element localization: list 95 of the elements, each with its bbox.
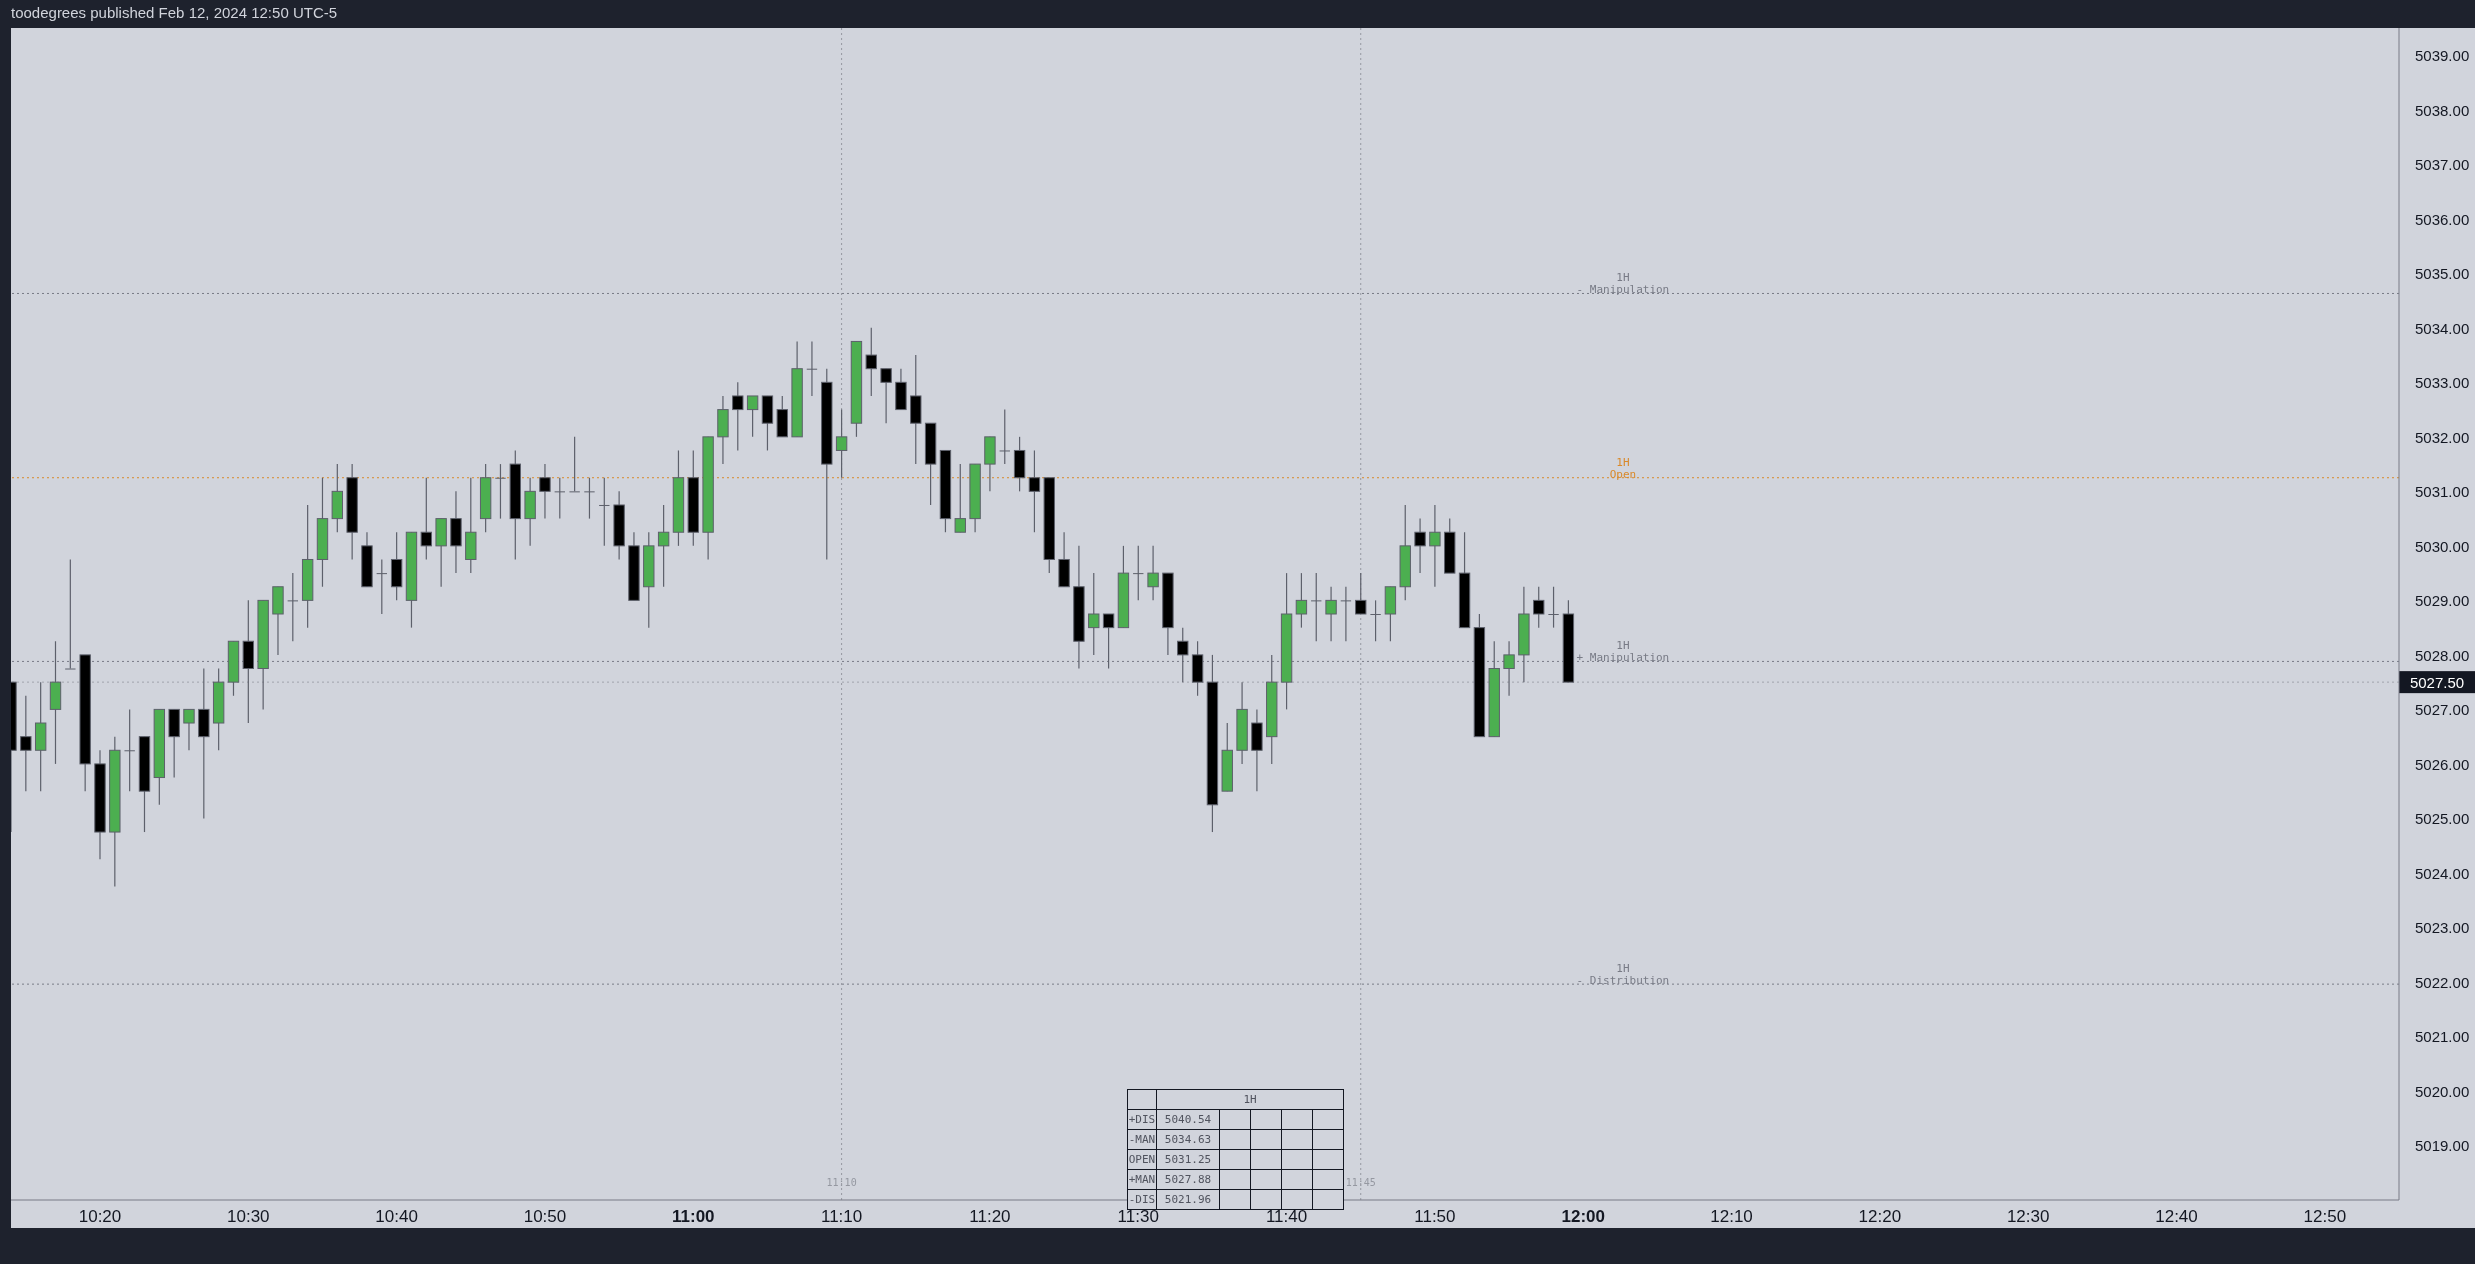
candlestick — [1370, 599, 1381, 642]
annotation: OPEN — [1127, 1149, 1157, 1170]
candlestick — [376, 558, 387, 615]
candlestick — [599, 477, 610, 547]
x-tick-label: 10:40 — [375, 1207, 418, 1226]
candlestick — [554, 477, 565, 520]
candlestick — [65, 558, 76, 670]
y-tick-label: 5037.00 — [2415, 156, 2470, 174]
candlestick — [1429, 504, 1441, 588]
ref-line-label: 5027.50 — [2409, 674, 2465, 692]
y-tick-label: 5021.00 — [2415, 1028, 2470, 1046]
candlestick — [1325, 586, 1337, 642]
x-tick-label: 11:30 — [1117, 1207, 1159, 1226]
x-tick-label: 11:20 — [969, 1207, 1011, 1226]
candlestick — [569, 436, 580, 493]
x-tick-label: 12:50 — [2303, 1207, 2347, 1226]
candlestick — [183, 708, 195, 751]
annotation: 5034.63 — [1156, 1129, 1220, 1150]
candlestick — [732, 381, 744, 452]
x-tick-label: 11:50 — [1414, 1207, 1456, 1226]
candlestick — [1355, 572, 1367, 615]
candlestick — [880, 368, 892, 424]
candlestick — [1311, 572, 1322, 642]
ref-line-label: 1H + Manipulation — [1576, 639, 1670, 665]
y-tick-label: 5027.00 — [2415, 701, 2470, 719]
candlestick — [1340, 586, 1352, 642]
y-tick-label: 5023.00 — [2415, 919, 2470, 937]
annotation: 5021.96 — [1164, 1193, 1212, 1206]
y-tick-label: 5026.00 — [2415, 755, 2470, 773]
x-tick-label: 12:20 — [1858, 1207, 1902, 1226]
y-tick-label: 5035.00 — [2415, 265, 2470, 283]
y-tick-label: 5033.00 — [2415, 374, 2470, 392]
annotation: -DIS — [1128, 1193, 1156, 1206]
y-tick-label: 5019.00 — [2415, 1137, 2470, 1155]
candlestick — [124, 708, 135, 792]
candlestick — [806, 340, 818, 397]
annotation: 5031.25 — [1156, 1149, 1220, 1170]
x-tick-label: 12:40 — [2155, 1207, 2198, 1226]
candlestick — [954, 463, 966, 533]
candlestick — [1147, 545, 1159, 601]
annotation: 1H — [1156, 1089, 1344, 1110]
candlestick — [835, 408, 848, 479]
candlestick — [20, 695, 32, 792]
x-tick-label: 12:10 — [1710, 1207, 1753, 1226]
ref-line-label: 1H Open — [1609, 455, 1637, 481]
annotation: 5040.54 — [1156, 1109, 1220, 1130]
chart-subtitle: toodegrees published Feb 12, 2024 12:50 UTC-5 — [11, 4, 338, 21]
y-tick-label: 5020.00 — [2415, 1082, 2470, 1100]
annotation: +MAN — [1127, 1169, 1157, 1190]
candlestick — [287, 572, 298, 642]
y-tick-label: 5025.00 — [2415, 810, 2470, 828]
candlestick — [420, 477, 432, 561]
candlestick — [1133, 545, 1144, 601]
candlestick — [584, 477, 595, 520]
y-tick-label: 5028.00 — [2415, 646, 2470, 664]
candlestick — [539, 463, 551, 520]
y-tick-label: 5034.00 — [2415, 319, 2470, 337]
candlestick — [746, 395, 759, 438]
y-tick-label: 5036.00 — [2415, 210, 2470, 228]
y-tick-label: 5030.00 — [2415, 537, 2470, 555]
x-tick-label: 12:30 — [2006, 1207, 2050, 1226]
x-tick-label: 11:10 — [820, 1207, 863, 1226]
ref-line-label: 1H - Distribution — [1576, 962, 1670, 988]
y-tick-label: 5029.00 — [2415, 592, 2470, 610]
candlestick — [1177, 627, 1189, 683]
y-tick-label: 5022.00 — [2415, 973, 2470, 991]
annotation: -MAN — [1127, 1129, 1157, 1150]
candlestick — [657, 504, 670, 588]
y-tick-label: 5039.00 — [2415, 47, 2470, 65]
x-tick-label: 10:20 — [78, 1207, 122, 1226]
ref-line-label: 11:10 — [826, 1177, 857, 1188]
annotation: +DIS — [1127, 1109, 1157, 1130]
x-tick-label: 11:40 — [1265, 1207, 1308, 1226]
candlestick — [1503, 640, 1515, 697]
x-tick-label: 12:00 — [1561, 1207, 1605, 1226]
candlestick — [1533, 586, 1545, 629]
candlestick — [1102, 613, 1115, 670]
y-tick-label: 5024.00 — [2415, 864, 2470, 882]
candlestick — [1414, 518, 1426, 574]
candlestick — [999, 408, 1010, 465]
candlestick — [495, 463, 506, 520]
y-tick-label: 5032.00 — [2415, 428, 2470, 446]
annotation: 5027.88 — [1156, 1169, 1220, 1190]
candlestick — [1295, 572, 1308, 629]
candlestick — [865, 327, 877, 397]
y-tick-label: 5031.00 — [2415, 483, 2470, 501]
candlestick — [1088, 572, 1100, 656]
ref-line-label: 11:45 — [1345, 1177, 1376, 1188]
x-tick-label: 11:00 — [672, 1207, 715, 1226]
candlestick — [1028, 449, 1041, 533]
ref-line-label: 1H - Manipulation — [1576, 271, 1670, 297]
y-tick-label: 5038.00 — [2415, 101, 2470, 119]
candlestick — [1548, 586, 1559, 629]
x-tick-label: 10:50 — [523, 1207, 567, 1226]
x-tick-label: 10:30 — [227, 1207, 270, 1226]
